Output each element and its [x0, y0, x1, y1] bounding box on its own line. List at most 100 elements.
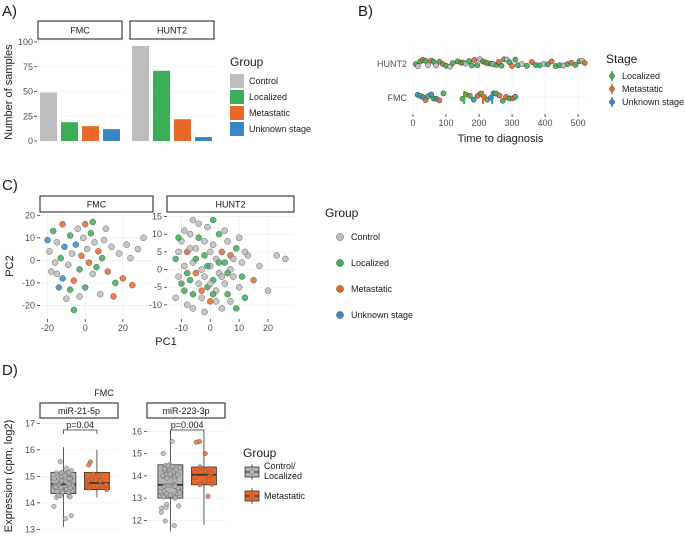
- point-hunt2: [273, 252, 280, 259]
- y-tick-label: 15: [25, 471, 35, 481]
- point-fmc: [499, 97, 506, 104]
- point-fmc: [85, 259, 93, 266]
- point-hunt2: [181, 227, 188, 234]
- legend-key-unknown-stage: [336, 311, 344, 319]
- facet-a-0-strip: [37, 20, 123, 40]
- point-hunt2: [218, 305, 226, 312]
- legend-label: Localized: [622, 71, 660, 81]
- y-axis-title: Expression (cpm, log2): [3, 420, 15, 533]
- point-hunt2: [524, 62, 530, 69]
- point-metastatic: [95, 472, 101, 478]
- point-hunt2: [178, 280, 185, 287]
- subplot-title: FMC: [94, 388, 114, 398]
- point-fmc: [140, 234, 147, 242]
- point-hunt2: [233, 305, 240, 312]
- point-hunt2: [209, 291, 217, 298]
- facet-d-0-strip: [39, 402, 119, 419]
- point-hunt2: [207, 280, 214, 287]
- point-control-localized: [57, 459, 63, 465]
- legend-key-control: [336, 233, 344, 241]
- point-metastatic: [192, 469, 198, 475]
- point-hunt2: [224, 238, 231, 245]
- point-hunt2: [433, 62, 439, 69]
- point-hunt2: [235, 283, 243, 291]
- point-control-localized: [60, 489, 66, 495]
- point-fmc: [95, 248, 102, 255]
- panel-label-d: D): [2, 362, 18, 379]
- point-control-localized: [64, 465, 70, 471]
- point-hunt2: [175, 234, 182, 241]
- point-hunt2: [207, 298, 214, 305]
- x-tick-label: 20: [118, 323, 128, 333]
- point-hunt2: [192, 245, 200, 252]
- point-fmc: [76, 293, 83, 300]
- point-fmc: [102, 225, 110, 233]
- point-hunt2: [192, 255, 200, 263]
- y-tick-label: -5: [154, 282, 162, 292]
- point-hunt2: [212, 298, 220, 305]
- legend-title: Group: [230, 55, 264, 69]
- point-fmc: [83, 245, 91, 253]
- point-control-localized: [68, 513, 74, 519]
- point-control-localized: [172, 483, 178, 489]
- legend-key-localized: [609, 73, 615, 79]
- y-tick-label: 0: [28, 136, 33, 146]
- legend-key-metastatic: [609, 86, 615, 92]
- point-fmc: [97, 290, 104, 298]
- point-control-localized: [169, 438, 175, 444]
- legend-key-point: [249, 469, 255, 475]
- point-hunt2: [468, 62, 475, 69]
- y-tick-label: 15: [152, 212, 162, 222]
- point-control-localized: [53, 484, 59, 490]
- point-hunt2: [224, 291, 231, 298]
- point-hunt2: [189, 216, 197, 224]
- point-fmc: [53, 270, 61, 278]
- point-control-localized: [162, 466, 168, 472]
- point-hunt2: [201, 252, 208, 259]
- point-hunt2: [250, 276, 257, 284]
- point-hunt2: [548, 58, 555, 65]
- y-tick-label: 12: [132, 515, 142, 525]
- point-hunt2: [449, 60, 456, 67]
- point-fmc: [57, 254, 64, 262]
- point-fmc: [59, 221, 66, 228]
- facet-c-0-strip-label: FMC: [87, 200, 107, 210]
- point-control-localized: [160, 450, 166, 456]
- point-hunt2: [215, 230, 223, 238]
- point-fmc: [81, 284, 89, 291]
- x-tick-label: 400: [538, 118, 553, 128]
- legend-label: Unknown stage: [249, 124, 311, 134]
- point-hunt2: [189, 291, 197, 298]
- point-fmc: [53, 239, 61, 246]
- point-hunt2: [172, 255, 179, 263]
- point-fmc: [127, 254, 134, 262]
- point-control-localized: [173, 466, 179, 472]
- point-fmc: [512, 93, 519, 100]
- point-hunt2: [201, 238, 208, 245]
- point-hunt2: [471, 57, 478, 63]
- point-fmc: [119, 275, 127, 282]
- y-tick-label: 0: [30, 255, 35, 265]
- legend-title: Group: [325, 206, 359, 220]
- y-tick-label: 75: [23, 62, 33, 72]
- point-hunt2: [498, 62, 505, 69]
- bar-fmc-localized: [61, 122, 78, 141]
- legend-key-metastatic: [336, 285, 344, 293]
- point-control-localized: [66, 475, 72, 481]
- facet-a-1-strip: [129, 20, 215, 40]
- legend-title: Group: [243, 446, 277, 460]
- point-hunt2: [238, 259, 246, 266]
- point-fmc: [80, 234, 87, 242]
- y-tick-label: 13: [25, 524, 35, 534]
- point-fmc: [98, 254, 106, 262]
- point-fmc: [123, 241, 130, 248]
- point-control-localized: [65, 489, 71, 495]
- x-axis-title: PC1: [155, 336, 176, 348]
- facet-a-1-strip-label: HUNT2: [157, 26, 187, 36]
- x-tick-label: 10: [234, 323, 244, 333]
- legend-key-metastatic: [230, 106, 244, 120]
- point-hunt2: [181, 262, 188, 270]
- point-metastatic: [104, 487, 110, 493]
- point-fmc: [46, 248, 53, 255]
- point-metastatic: [193, 439, 199, 445]
